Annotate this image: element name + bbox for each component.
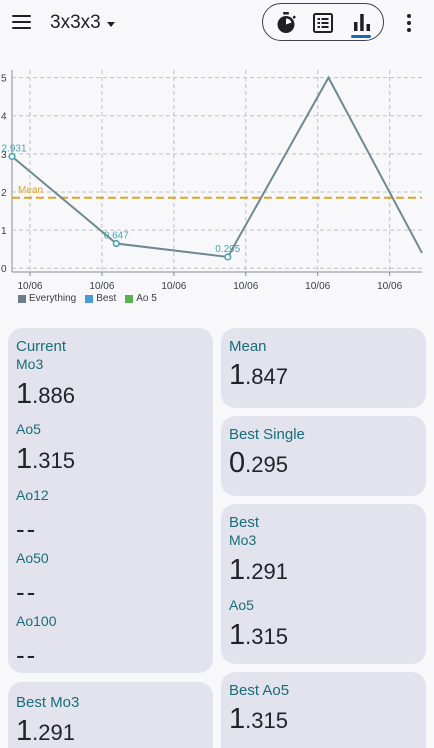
value-integer: 0 [229, 447, 246, 479]
y-tick-label: 3 [1, 150, 7, 161]
bar-chart-icon[interactable] [349, 10, 375, 36]
value-fraction: .291 [32, 720, 75, 745]
y-tick-label: 0 [1, 264, 7, 275]
x-tick-label: 10/06 [377, 281, 402, 292]
legend-item-everything[interactable]: Everything [18, 293, 76, 304]
chart-canvas: 0 1 2 3 4 5 10/06 10/06 10/06 10/06 10/06 10/06 Mean… [1, 70, 423, 292]
stat-value-best-mo3: 1.291 [16, 714, 205, 748]
legend-swatch [125, 294, 134, 303]
card-title: Best Ao5 [229, 682, 290, 699]
more-vert-icon[interactable] [399, 12, 419, 34]
value-fraction: .886 [32, 383, 75, 408]
stat-label-ao5: Ao5 [16, 421, 41, 437]
stat-value-ao100: -- [16, 640, 38, 670]
best-ao5-card: Best Ao5 1.315 [221, 672, 426, 748]
card-title: Mean [229, 338, 267, 355]
value-fraction: .315 [245, 624, 288, 649]
value-fraction: .295 [245, 452, 288, 477]
selected-tab-indicator [351, 35, 371, 38]
best-mo3-card: Best Mo3 1.291 [8, 682, 213, 748]
stat-label-mo3: Mo3 [16, 356, 44, 372]
value-integer: 1 [16, 378, 33, 410]
chart-legend: Everything Best Ao 5 [18, 293, 157, 304]
legend-label: Best [96, 293, 117, 304]
puzzle-title: 3x3x3 [50, 12, 101, 33]
x-tick-label: 10/06 [17, 281, 42, 292]
y-tick-label: 1 [1, 226, 7, 237]
value-integer: 1 [229, 359, 246, 391]
y-tick-label: 5 [1, 74, 7, 85]
best-single-card: Best Single 0.295 [221, 416, 426, 496]
data-point-label: 2.931 [1, 143, 26, 154]
stat-value-ao5: 1.315 [229, 618, 418, 657]
legend-swatch [85, 294, 94, 303]
value-fraction: .315 [245, 708, 288, 733]
stat-label-mo3: Mo3 [229, 532, 257, 548]
legend-label: Everything [29, 293, 77, 304]
value-integer: 1 [16, 443, 33, 475]
stat-value-ao50: -- [16, 577, 38, 607]
card-title: Current [16, 338, 67, 355]
stat-label-ao50: Ao50 [16, 550, 49, 566]
x-tick-label: 10/06 [89, 281, 114, 292]
value-fraction: .847 [245, 364, 288, 389]
data-point-label: 0.295 [215, 244, 240, 255]
value-integer: 1 [229, 554, 246, 586]
stat-label-ao12: Ao12 [16, 487, 49, 503]
menu-icon[interactable] [12, 11, 34, 33]
mean-line-label: Mean [18, 185, 43, 196]
stopwatch-icon[interactable] [273, 10, 299, 36]
value-integer: 1 [229, 619, 246, 651]
times-chart: 0 1 2 3 4 5 10/06 10/06 10/06 10/06 10/06 10/06 Mean… [0, 64, 434, 314]
best-averages-card: Best Mo3 1.291 Ao5 1.315 [221, 504, 426, 664]
legend-label: Ao 5 [136, 293, 157, 304]
stat-value-mo3: 1.291 [229, 553, 418, 592]
data-point [224, 253, 232, 261]
view-switcher [262, 3, 384, 41]
stat-label-ao100: Ao100 [16, 613, 57, 629]
card-title: Best Single [229, 426, 305, 443]
app-bar: 3x3x3 [0, 0, 434, 46]
data-point [8, 152, 16, 161]
stat-label-ao5: Ao5 [229, 597, 254, 613]
caret-down-icon [106, 21, 115, 27]
stat-value-ao12: -- [16, 514, 38, 544]
stat-value-mean: 1.847 [229, 358, 418, 397]
legend-swatch [18, 294, 26, 303]
puzzle-selector[interactable]: 3x3x3 [50, 11, 115, 35]
stat-value-best-single: 0.295 [229, 446, 418, 485]
value-integer: 1 [229, 703, 246, 735]
card-title: Best [229, 514, 260, 531]
value-integer: 1 [16, 715, 33, 747]
legend-item-best[interactable]: Best [85, 293, 116, 304]
y-tick-label: 4 [1, 112, 7, 123]
legend-item-ao5[interactable]: Ao 5 [125, 293, 157, 304]
x-tick-label: 10/06 [233, 281, 258, 292]
list-icon[interactable] [310, 10, 336, 36]
x-tick-label: 10/06 [305, 281, 330, 292]
stat-value-best-ao5: 1.315 [229, 702, 418, 741]
value-fraction: .291 [245, 559, 288, 584]
data-point [112, 239, 120, 248]
stat-value-mo3: 1.886 [16, 377, 205, 416]
x-tick-label: 10/06 [161, 281, 186, 292]
data-point-label: 0.647 [104, 231, 129, 242]
y-tick-label: 2 [1, 188, 7, 199]
stat-value-ao5: 1.315 [16, 442, 205, 481]
card-title: Best Mo3 [16, 694, 80, 711]
current-stats-card: Current Mo3 1.886 Ao5 1.315 Ao12 -- Ao50… [8, 328, 213, 673]
value-fraction: .315 [32, 448, 75, 473]
mean-card: Mean 1.847 [221, 328, 426, 408]
